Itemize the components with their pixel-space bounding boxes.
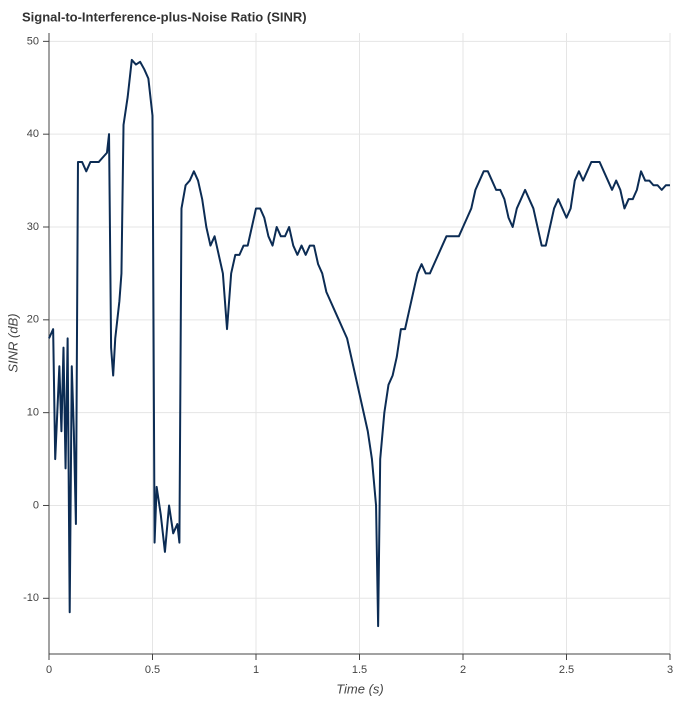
chart-title: Signal-to-Interference-plus-Noise Ratio …: [22, 9, 307, 24]
line-series: [48, 58, 670, 628]
x-tick-label: 1: [253, 664, 259, 676]
y-tick-label: 0: [33, 499, 39, 511]
x-tick-label: 1.5: [352, 664, 367, 676]
y-tick-label: 30: [27, 221, 39, 233]
y-tick-label: -10: [23, 592, 39, 604]
y-tick-label: 40: [27, 128, 39, 140]
y-tick-label: 20: [27, 314, 39, 326]
x-tick-label: 2: [460, 664, 466, 676]
y-tick-label: 10: [27, 407, 39, 419]
x-tick-label: 2.5: [559, 664, 574, 676]
y-tick-label: 50: [27, 35, 39, 47]
x-tick-label: 0.5: [145, 664, 160, 676]
x-axis-label: Time (s): [336, 681, 384, 696]
x-tick-label: 0: [46, 664, 52, 676]
x-tick-label: 3: [667, 664, 673, 676]
y-axis-label: SINR (dB): [5, 313, 20, 372]
